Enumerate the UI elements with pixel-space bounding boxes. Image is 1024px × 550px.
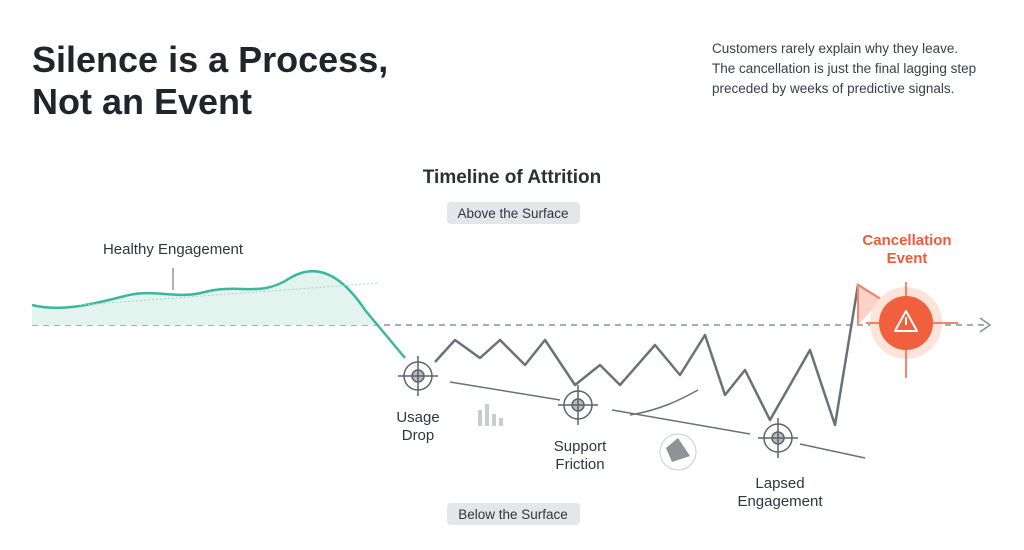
above-label: Above the Surface bbox=[457, 206, 568, 221]
stage-label: Support bbox=[554, 438, 607, 455]
trend bbox=[79, 282, 379, 306]
stage-label: Drop bbox=[402, 427, 435, 444]
target bbox=[758, 418, 798, 458]
title-line: Not an Event bbox=[32, 81, 252, 122]
cancel-line bbox=[857, 283, 883, 325]
description-line: The cancellation is just the final laggi… bbox=[712, 61, 976, 76]
target bbox=[398, 356, 438, 396]
connector bbox=[611, 409, 751, 435]
stage-label: Friction bbox=[555, 456, 604, 473]
target bbox=[558, 385, 598, 425]
description-line: preceded by weeks of predictive signals. bbox=[712, 81, 954, 96]
healthy-label: Healthy Engagement bbox=[103, 241, 244, 258]
bar-icon bbox=[478, 404, 503, 426]
diagram-title: Timeline of Attrition bbox=[423, 167, 601, 188]
connector bbox=[629, 389, 699, 416]
connector bbox=[449, 381, 561, 401]
cancel-area bbox=[858, 285, 882, 325]
warning-icon bbox=[894, 310, 918, 332]
pill bbox=[447, 503, 580, 525]
connector bbox=[799, 443, 866, 459]
healthy-area bbox=[32, 271, 378, 325]
cancel-label: Cancellation bbox=[862, 232, 951, 249]
title-line: Silence is a Process, bbox=[32, 39, 388, 80]
healthy-curve bbox=[31, 269, 406, 359]
stage-label: Usage bbox=[396, 409, 439, 426]
cancel-label: Event bbox=[887, 250, 928, 267]
radar-icon bbox=[659, 433, 697, 471]
attrition-line bbox=[434, 283, 883, 427]
pill bbox=[447, 202, 580, 224]
stage-label: Engagement bbox=[737, 493, 823, 510]
description-line: Customers rarely explain why they leave. bbox=[712, 41, 958, 56]
stage-label: Lapsed bbox=[755, 475, 804, 492]
arrow-head bbox=[979, 317, 992, 333]
below-label: Below the Surface bbox=[458, 507, 568, 522]
